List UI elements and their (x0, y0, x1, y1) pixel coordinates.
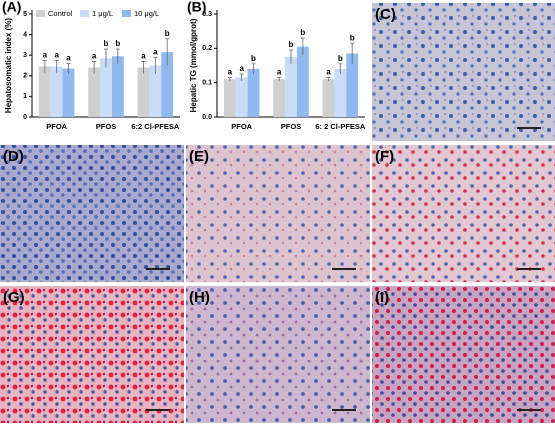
panel-label: (H) (189, 289, 210, 306)
y-tick-label: 3 (23, 52, 27, 59)
significance-letter: b (115, 39, 120, 48)
panel-label: (D) (3, 148, 24, 165)
y-tick-label: 2 (23, 73, 27, 80)
micrograph (0, 145, 184, 282)
significance-letter: a (66, 54, 71, 63)
micrograph (372, 145, 555, 282)
legend-label: 1 μg/L (92, 9, 113, 18)
x-tick-label: 6: 2 Cl-PFESA (315, 122, 366, 131)
x-tick-label: PFOS (281, 122, 301, 131)
x-tick-label: 6:2 Cl-PFESA (131, 122, 180, 131)
panel-label: (B) (187, 0, 206, 15)
y-tick-label: 0.1 (202, 80, 212, 87)
bar (161, 52, 174, 117)
y-tick-label: 4 (23, 31, 27, 38)
significance-letter: a (153, 47, 158, 56)
panel-label: (E) (189, 148, 209, 165)
y-tick-label: 5 (23, 11, 27, 18)
bar (137, 67, 150, 117)
y-tick-label: 0.2 (202, 45, 212, 52)
significance-letter: a (92, 51, 97, 60)
significance-letter: a (141, 51, 146, 60)
significance-letter: a (326, 68, 331, 77)
micrograph (186, 145, 370, 282)
significance-letter: b (104, 39, 109, 48)
panel-label: (F) (375, 148, 394, 165)
y-tick-label: 0 (23, 114, 27, 121)
micrograph (372, 3, 555, 141)
significance-letter: a (228, 68, 233, 77)
micrograph (372, 286, 555, 423)
scale-bar (146, 409, 170, 411)
y-tick-label: 0.0 (202, 114, 212, 121)
bar (296, 46, 309, 117)
panel-label: (C) (375, 6, 396, 23)
scale-bar (332, 409, 356, 411)
bar (100, 58, 112, 117)
micrograph (186, 286, 370, 423)
significance-letter: b (289, 40, 294, 49)
bar (38, 66, 51, 117)
scale-bar (146, 268, 170, 270)
significance-letter: b (165, 29, 170, 38)
significance-letter: b (300, 28, 305, 37)
bar (62, 68, 75, 117)
bar (247, 68, 260, 117)
significance-letter: a (239, 64, 244, 73)
significance-letter: a (277, 68, 282, 77)
bar (50, 66, 63, 117)
chart: (B) Hepatic TG (mmol/gprot) 0.0 0.1 0.2 0.3 PF… (187, 0, 366, 131)
x-tick-label: PFOA (231, 122, 252, 131)
y-tick-label: 0.3 (202, 11, 212, 18)
bar (346, 53, 359, 117)
significance-letter: a (43, 50, 48, 59)
bar (235, 77, 248, 117)
x-tick-label: PFOS (96, 122, 116, 131)
significance-letter: b (338, 54, 343, 63)
panel-label: (G) (3, 289, 25, 306)
y-axis-label: Hepatosomatic index (%) (4, 18, 13, 113)
bar (285, 56, 297, 117)
panel-label: (I) (375, 289, 389, 306)
significance-letter: b (350, 33, 355, 42)
bar (334, 68, 347, 117)
legend-label: Control (48, 9, 73, 18)
legend-swatch (80, 10, 89, 17)
legend-label: 10 μg/L (134, 9, 159, 18)
legend-swatch (36, 10, 45, 17)
significance-letter: a (54, 50, 59, 59)
scale-bar (517, 127, 541, 129)
bar (111, 56, 124, 117)
legend-swatch (122, 10, 131, 17)
bar (149, 65, 162, 117)
panel-label: (A) (2, 0, 21, 15)
x-tick-label: PFOA (46, 122, 67, 131)
scale-bar (517, 268, 541, 270)
scale-bar (517, 409, 541, 411)
micrograph (0, 286, 184, 423)
bar (88, 67, 101, 117)
scale-bar (332, 268, 356, 270)
y-axis-label: Hepatic TG (mmol/gprot) (189, 18, 198, 112)
bar (273, 79, 286, 117)
bar (322, 79, 335, 117)
significance-letter: b (251, 54, 256, 63)
y-tick-label: 1 (23, 93, 27, 100)
bar (223, 79, 236, 117)
